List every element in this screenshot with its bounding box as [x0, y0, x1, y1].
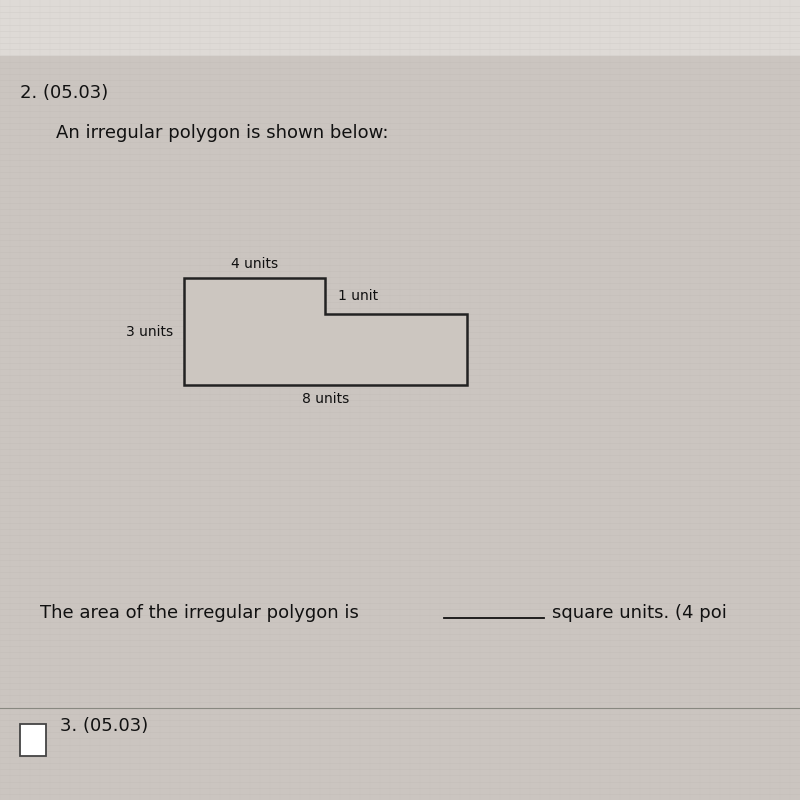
- Polygon shape: [184, 278, 467, 385]
- Text: 3. (05.03): 3. (05.03): [60, 717, 148, 734]
- Text: The area of the irregular polygon is: The area of the irregular polygon is: [40, 604, 359, 622]
- Text: 4 units: 4 units: [231, 257, 278, 270]
- Text: 3 units: 3 units: [126, 325, 173, 338]
- Text: An irregular polygon is shown below:: An irregular polygon is shown below:: [56, 124, 389, 142]
- Bar: [0, 0, 800, 56]
- Text: 2. (05.03): 2. (05.03): [20, 84, 108, 102]
- FancyBboxPatch shape: [20, 724, 46, 756]
- Text: 1 unit: 1 unit: [338, 289, 378, 303]
- Text: 8 units: 8 units: [302, 393, 349, 406]
- Text: square units. (4 poi: square units. (4 poi: [552, 604, 727, 622]
